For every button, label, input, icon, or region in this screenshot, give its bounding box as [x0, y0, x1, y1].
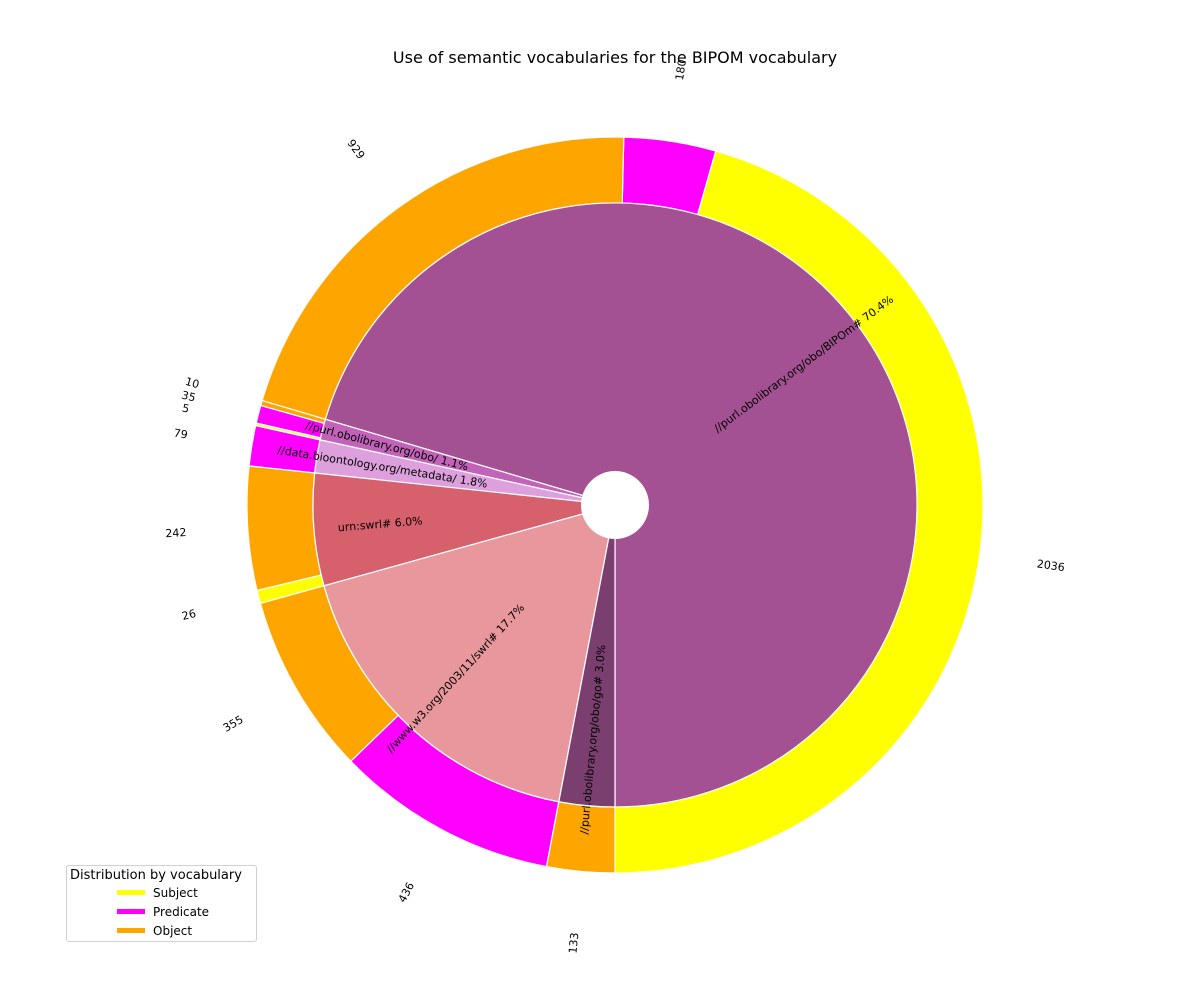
- legend-title: Distribution by vocabulary: [70, 868, 242, 883]
- outer-count-label: 79: [173, 427, 189, 442]
- outer-count-label: 2036: [1036, 557, 1066, 574]
- outer-count-label: 5: [181, 401, 191, 415]
- outer-count-label: 436: [396, 880, 417, 905]
- legend: Distribution by vocabulary Subject Predi…: [66, 865, 257, 942]
- inner-wedge-www-w3-org-2003-11-swrl: [323, 504, 616, 803]
- legend-label-object: Object: [153, 923, 193, 938]
- chart-title: Use of semantic vocabularies for the BIP…: [393, 48, 837, 67]
- inner-wedge-purl-obolibrary-org-obo-go: [558, 504, 616, 808]
- legend-item-object: Object: [67, 921, 256, 940]
- center-hole: [581, 471, 649, 539]
- legend-item-predicate: Predicate: [67, 902, 256, 921]
- outer-count-label: 35: [180, 389, 197, 405]
- legend-swatch-object: [117, 928, 145, 933]
- legend-swatch-predicate: [117, 909, 145, 914]
- outer-wedge-object-7: [246, 465, 322, 592]
- outer-count-label: 929: [344, 137, 367, 162]
- outer-count-label: 180: [673, 59, 689, 82]
- legend-label-predicate: Predicate: [153, 904, 210, 919]
- legend-item-subject: Subject: [67, 883, 256, 902]
- outer-count-label: 133: [566, 932, 581, 954]
- outer-count-label: 26: [181, 607, 198, 623]
- outer-count-label: 10: [184, 375, 201, 391]
- outer-ring: [246, 136, 984, 874]
- outer-count-label: 242: [165, 526, 187, 540]
- outer-count-label: 355: [221, 713, 246, 735]
- legend-label-subject: Subject: [153, 885, 198, 900]
- legend-swatch-subject: [117, 890, 145, 895]
